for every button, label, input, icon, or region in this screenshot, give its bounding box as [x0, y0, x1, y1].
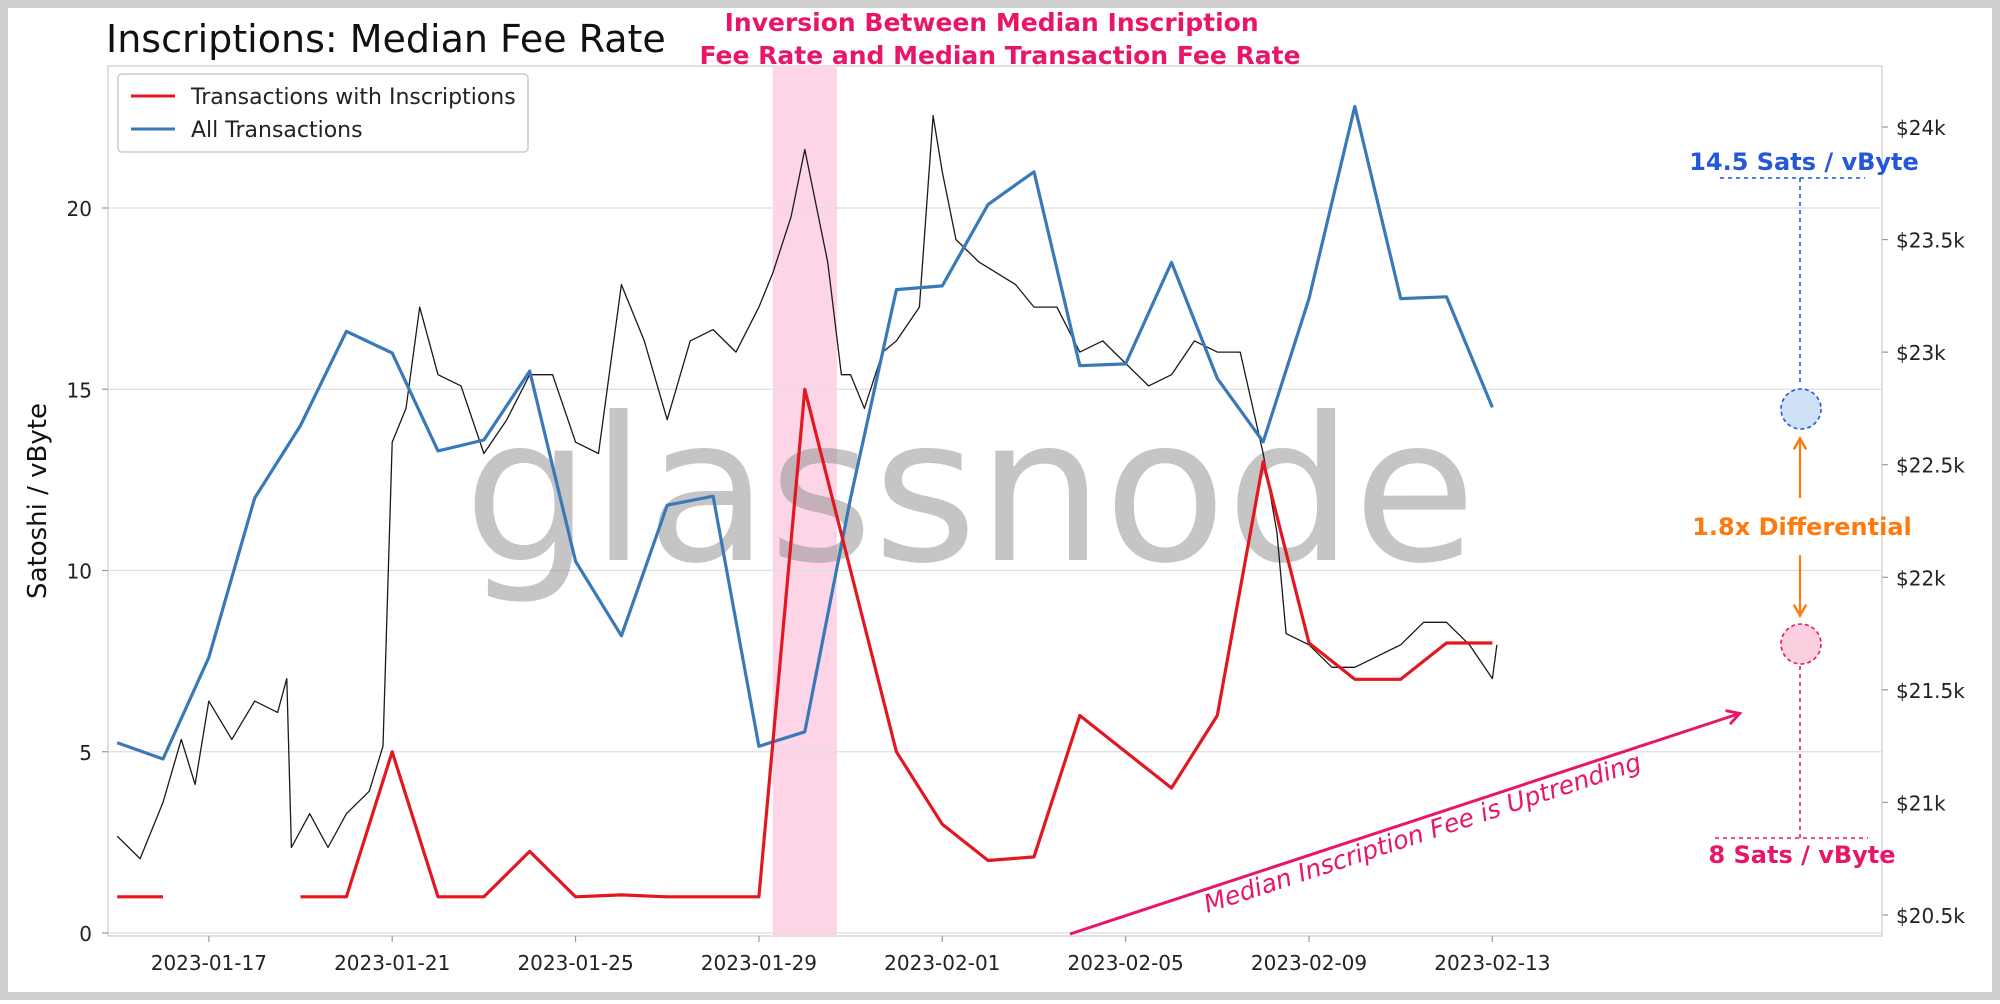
x-tick-label: 2023-01-25 — [517, 951, 633, 975]
y2-tick-label: $22k — [1896, 566, 1946, 590]
y2-tick-label: $21k — [1896, 791, 1946, 815]
x-tick-label: 2023-01-29 — [701, 951, 817, 975]
inversion-shaded-region — [772, 66, 837, 936]
chart-title: Inscriptions: Median Fee Rate — [106, 17, 666, 61]
differential-label: 1.8x Differential — [1692, 513, 1912, 541]
legend: Transactions with Inscriptions All Trans… — [117, 73, 529, 153]
inversion-annotation-line-2: Fee Rate and Median Transaction Fee Rate — [699, 41, 1300, 70]
inversion-annotation: Inversion Between Median Inscription Fee… — [699, 8, 1300, 70]
y-axis-label: Satoshi / vByte — [23, 403, 53, 599]
blue-endpoint-circle — [1780, 388, 1822, 430]
x-tick-label: 2023-02-01 — [884, 951, 1000, 975]
x-tick-label: 2023-02-13 — [1434, 951, 1550, 975]
y2-tick-label: $24k — [1896, 116, 1946, 140]
x-tick-label: 2023-01-17 — [151, 951, 267, 975]
all-transactions-fee-line-segment-1 — [116, 104, 1494, 761]
x-tick-label: 2023-02-09 — [1251, 951, 1367, 975]
y2-tick-label: $23.5k — [1896, 229, 1965, 253]
watermark: glassnode — [464, 375, 1477, 608]
btc-price-line — [116, 115, 1498, 860]
y-tick-label: 5 — [79, 741, 92, 765]
blue-value-label: 14.5 Sats / vByte — [1689, 148, 1919, 176]
y-tick-label: 20 — [67, 197, 92, 221]
y2-tick-label: $21.5k — [1896, 679, 1965, 703]
red-value-label: 8 Sats / vByte — [1708, 841, 1895, 869]
x-tick-label: 2023-01-21 — [334, 951, 450, 975]
y-tick-label: 10 — [67, 560, 92, 584]
trend-label: Median Inscription Fee is Uptrending — [1200, 747, 1645, 919]
plot-area-border — [107, 65, 1883, 937]
red-endpoint-circle — [1780, 623, 1822, 665]
y-tick-label: 15 — [67, 378, 92, 402]
inscriptions-fee-line-segment-2 — [300, 387, 1493, 899]
y-tick-label: 0 — [79, 922, 92, 946]
trend-arrow — [1069, 709, 1743, 936]
legend-label-inscriptions: Transactions with Inscriptions — [190, 85, 516, 110]
legend-label-all-transactions: All Transactions — [191, 118, 363, 143]
y2-tick-label: $22.5k — [1896, 454, 1965, 478]
legend-box — [117, 73, 529, 153]
x-tick-label: 2023-02-05 — [1068, 951, 1184, 975]
inversion-annotation-line-1: Inversion Between Median Inscription — [725, 8, 1259, 37]
y2-tick-label: $20.5k — [1896, 904, 1965, 928]
y2-tick-label: $23k — [1896, 341, 1946, 365]
